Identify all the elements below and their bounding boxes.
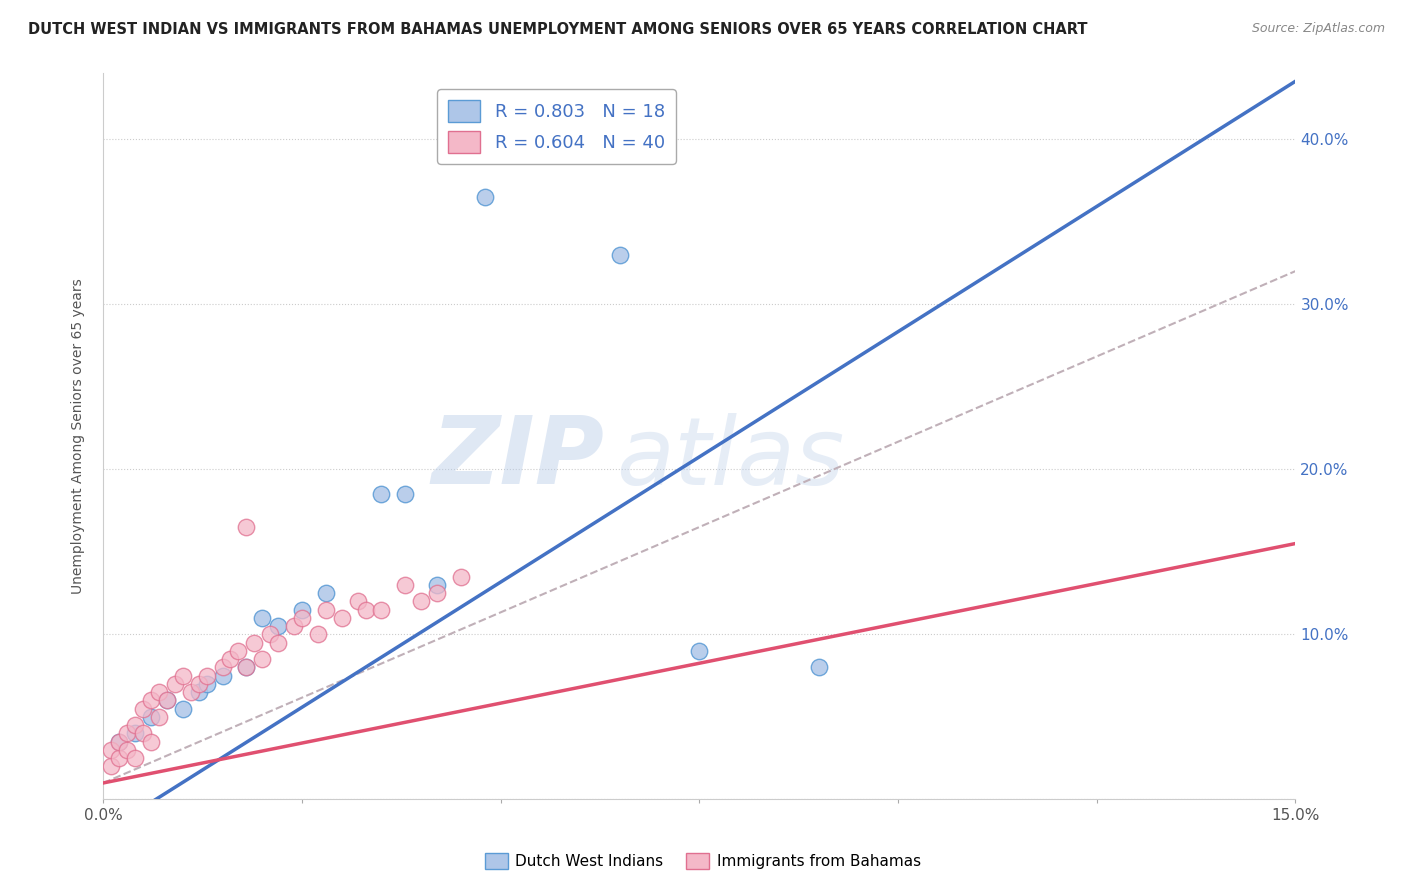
- Point: [411, 594, 433, 608]
- Point: [139, 734, 162, 748]
- Point: [172, 701, 194, 715]
- Point: [187, 685, 209, 699]
- Point: [243, 635, 266, 649]
- Point: [235, 660, 257, 674]
- Point: [252, 652, 274, 666]
- Point: [450, 569, 472, 583]
- Point: [370, 602, 392, 616]
- Legend: R = 0.803   N = 18, R = 0.604   N = 40: R = 0.803 N = 18, R = 0.604 N = 40: [437, 89, 676, 164]
- Point: [688, 644, 710, 658]
- Point: [124, 726, 146, 740]
- Y-axis label: Unemployment Among Seniors over 65 years: Unemployment Among Seniors over 65 years: [72, 278, 86, 594]
- Point: [807, 660, 830, 674]
- Point: [172, 668, 194, 682]
- Point: [291, 602, 314, 616]
- Point: [394, 487, 416, 501]
- Legend: Dutch West Indians, Immigrants from Bahamas: Dutch West Indians, Immigrants from Baha…: [479, 847, 927, 875]
- Point: [108, 734, 131, 748]
- Text: ZIP: ZIP: [432, 412, 605, 504]
- Point: [609, 247, 631, 261]
- Point: [474, 190, 496, 204]
- Point: [180, 685, 202, 699]
- Point: [267, 635, 290, 649]
- Point: [195, 668, 218, 682]
- Point: [148, 710, 170, 724]
- Point: [139, 710, 162, 724]
- Text: DUTCH WEST INDIAN VS IMMIGRANTS FROM BAHAMAS UNEMPLOYMENT AMONG SENIORS OVER 65 : DUTCH WEST INDIAN VS IMMIGRANTS FROM BAH…: [28, 22, 1088, 37]
- Point: [219, 652, 242, 666]
- Point: [394, 578, 416, 592]
- Point: [283, 619, 305, 633]
- Point: [235, 660, 257, 674]
- Point: [307, 627, 329, 641]
- Point: [291, 611, 314, 625]
- Point: [139, 693, 162, 707]
- Point: [267, 619, 290, 633]
- Point: [315, 602, 337, 616]
- Point: [370, 487, 392, 501]
- Point: [259, 627, 281, 641]
- Point: [252, 611, 274, 625]
- Point: [163, 677, 186, 691]
- Point: [346, 594, 368, 608]
- Point: [187, 677, 209, 691]
- Text: Source: ZipAtlas.com: Source: ZipAtlas.com: [1251, 22, 1385, 36]
- Point: [330, 611, 353, 625]
- Text: atlas: atlas: [616, 412, 844, 503]
- Point: [354, 602, 377, 616]
- Point: [156, 693, 179, 707]
- Point: [108, 734, 131, 748]
- Point: [426, 578, 449, 592]
- Point: [235, 520, 257, 534]
- Point: [156, 693, 179, 707]
- Point: [228, 644, 250, 658]
- Point: [132, 726, 155, 740]
- Point: [100, 743, 122, 757]
- Point: [315, 586, 337, 600]
- Point: [211, 660, 233, 674]
- Point: [115, 726, 138, 740]
- Point: [195, 677, 218, 691]
- Point: [108, 751, 131, 765]
- Point: [115, 743, 138, 757]
- Point: [426, 586, 449, 600]
- Point: [124, 718, 146, 732]
- Point: [148, 685, 170, 699]
- Point: [100, 759, 122, 773]
- Point: [211, 668, 233, 682]
- Point: [124, 751, 146, 765]
- Point: [132, 701, 155, 715]
